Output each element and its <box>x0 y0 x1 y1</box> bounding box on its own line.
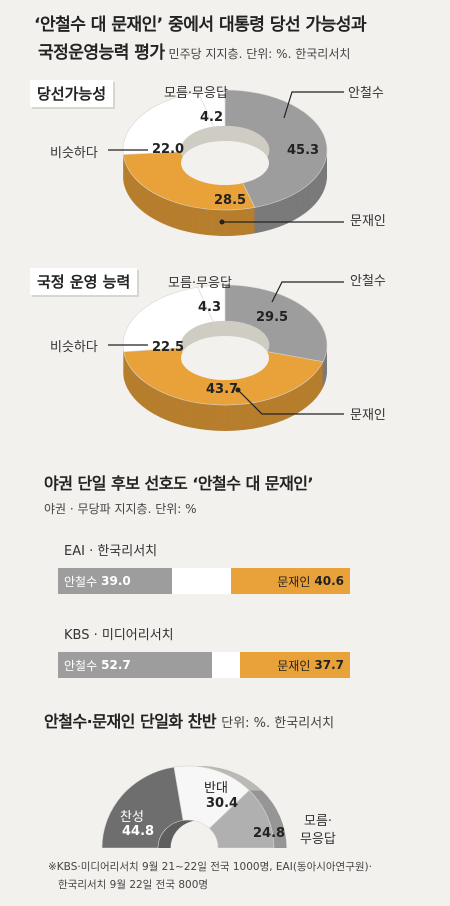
donut2-label-similar: 비슷하다 <box>50 340 98 355</box>
bar2-source: KBS · 미디어리서치 <box>64 628 174 643</box>
donut1-label-similar: 비슷하다 <box>50 146 98 161</box>
donut2-group <box>122 284 328 432</box>
bar-other-segment <box>211 652 240 678</box>
footnote-line2: 한국리서치 9월 22일 전국 800명 <box>58 879 209 891</box>
donut2-label-dk: 모름·무응답 <box>168 276 232 291</box>
bar-moon-value: 37.7 <box>314 658 344 672</box>
chart4-subtitle: 단위: %. 한국리서치 <box>221 716 335 731</box>
bar-ahn-value: 52.7 <box>101 658 131 672</box>
main-title-bold: 국정운영능력 평가 <box>38 43 165 63</box>
donut1-leader-dot <box>219 219 225 225</box>
semi-slice-모름·무응답 <box>208 789 275 849</box>
donut2-label-moon: 문재인 <box>350 408 386 423</box>
bar-moon-label: 문재인 <box>277 658 311 673</box>
donut2-label-ahn: 안철수 <box>350 274 386 289</box>
semi-value-favor: 44.8 <box>122 824 155 839</box>
bar-ahn-value: 39.0 <box>101 574 131 588</box>
semi-label-favor: 찬성 <box>120 810 144 825</box>
donut2-value-moon: 43.7 <box>206 382 239 397</box>
donut1-value-dk: 4.2 <box>200 110 224 125</box>
donut2-value-ahn: 29.5 <box>256 310 289 325</box>
semi-base-mask <box>60 848 320 878</box>
bar1-source: EAI · 한국리서치 <box>64 544 158 559</box>
chart3-title: 야권 단일 후보 선호도 ‘안철수 대 문재인’ <box>44 474 314 493</box>
donut2-leader-ahn <box>271 281 344 303</box>
chart2-title: 국정 운영 능력 <box>30 268 138 295</box>
semi-value-oppose: 30.4 <box>206 796 239 811</box>
bar-moon-label: 문재인 <box>277 574 311 589</box>
donut1-value-moon: 28.5 <box>214 193 247 208</box>
main-title-subtitle: 민주당 지지층. 단위: %. 한국리서치 <box>168 47 351 61</box>
bar-moon-segment: 문재인 37.7 <box>239 652 350 678</box>
chart3-subtitle: 야권 · 무당파 지지층. 단위: % <box>44 502 197 516</box>
semi-label-dk-line1: 모름· <box>304 814 333 829</box>
chart4-title: 안철수·문재인 단일화 찬반 <box>44 712 217 731</box>
semi-donut-group <box>60 765 320 878</box>
donut2-value-dk: 4.3 <box>198 300 222 315</box>
footnote: ※KBS·미디어리서치 9월 21~22일 전국 1000명, EAI(동아시아… <box>48 858 372 894</box>
bar-row-kbs: 안철수 52.7 문재인 37.7 <box>58 652 350 678</box>
bar-ahn-segment: 안철수 52.7 <box>58 652 212 678</box>
semi-label-oppose: 반대 <box>204 781 228 796</box>
donut2-leader-dot <box>235 387 241 393</box>
donut2-hole-floor <box>181 336 269 380</box>
donut1-label-moon: 문재인 <box>350 214 386 229</box>
bar-ahn-label: 안철수 <box>64 574 98 589</box>
bar-ahn-segment: 안철수 39.0 <box>58 568 172 594</box>
main-title: ‘안철수 대 문재인’ 중에서 대통령 당선 가능성과 <box>34 15 367 35</box>
donut1-value-similar: 22.0 <box>152 142 185 157</box>
bar-ahn-label: 안철수 <box>64 658 98 673</box>
chart4-heading: 안철수·문재인 단일화 찬반 단위: %. 한국리서치 <box>44 708 334 732</box>
bar-row-eai: 안철수 39.0 문재인 40.6 <box>58 568 350 594</box>
bar-moon-value: 40.6 <box>314 574 344 588</box>
semi-label-dk-line2: 무응답 <box>300 832 336 847</box>
bar-other-segment <box>171 568 232 594</box>
bar-moon-segment: 문재인 40.6 <box>231 568 350 594</box>
donut1-label-dk: 모름·무응답 <box>164 86 228 101</box>
semi-slice-찬성 <box>101 766 184 849</box>
donut1-group <box>122 89 328 236</box>
semi-value-dk: 24.8 <box>253 826 286 841</box>
donut2-value-similar: 22.5 <box>152 340 185 355</box>
donut2-leader-moon <box>237 389 344 415</box>
donut1-leader-ahn <box>283 91 344 119</box>
donut1-value-ahn: 45.3 <box>287 143 320 158</box>
main-title-line2: 국정운영능력 평가 민주당 지지층. 단위: %. 한국리서치 <box>38 38 350 63</box>
footnote-line1: ※KBS·미디어리서치 9월 21~22일 전국 1000명, EAI(동아시아… <box>48 861 372 873</box>
donut1-label-ahn: 안철수 <box>348 86 384 101</box>
chart1-title: 당선가능성 <box>30 80 114 107</box>
donut1-hole-floor <box>181 141 269 185</box>
